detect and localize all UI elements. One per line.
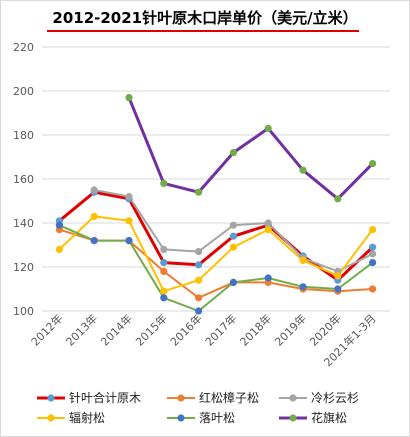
data-point-series-5 [334,195,342,203]
data-point-series-3 [55,245,64,253]
data-point-series-4 [125,237,133,245]
legend-label: 红松樟子松 [199,391,260,405]
data-point-series-4 [90,237,98,245]
legend-swatch [279,413,307,422]
data-point-series-1 [160,267,168,275]
legend-label: 辐射松 [69,411,106,425]
y-tick-label: 160 [13,173,34,186]
legend-label: 冷杉云杉 [311,391,360,405]
data-point-series-2 [90,186,98,194]
y-tick-label: 140 [13,217,34,230]
data-point-series-1 [369,285,377,293]
y-tick-label: 220 [13,41,34,54]
data-point-series-3 [264,226,272,234]
x-tick-label: 2014年 [98,311,135,348]
series-line-2 [93,189,374,273]
data-point-series-3 [195,276,203,284]
legend-label: 针叶合计原木 [69,391,142,405]
data-point-series-2 [369,250,377,258]
data-point-series-5 [299,166,307,174]
y-tick-label: 120 [13,261,34,274]
series-line-4 [58,224,374,312]
data-point-series-4 [160,294,168,302]
data-point-series-3 [334,272,342,280]
data-point-series-2 [160,245,168,253]
data-point-series-2 [125,193,133,201]
chart-legend: 针叶合计原木 红松樟子松 冷杉云杉辐射松 落叶松 花旗松 [36,389,386,426]
data-point-series-1 [195,294,203,302]
legend-swatch [37,413,65,422]
x-tick-label: 2017年 [202,311,239,348]
y-tick-label: 180 [13,129,34,142]
legend-label: 落叶松 [199,411,236,425]
legend-swatch [167,393,195,402]
y-tick-label: 200 [13,85,34,98]
legend-swatch [167,413,195,422]
data-point-series-2 [195,248,203,256]
legend-item: 落叶松 [166,409,278,426]
data-point-series-4 [369,259,377,267]
x-tick-label: 2018年 [237,311,274,348]
data-point-series-3 [369,226,377,234]
legend-item: 花旗松 [278,409,386,426]
data-point-series-3 [90,212,98,220]
x-tick-label: 2019年 [272,311,309,348]
x-tick-label: 2015年 [132,311,169,348]
legend-item: 辐射松 [36,409,166,426]
data-point-series-5 [160,179,168,187]
data-point-series-3 [160,287,168,295]
series-line-5 [127,96,375,201]
data-point-series-2 [229,221,237,229]
data-point-series-3 [125,217,133,225]
x-tick-label: 2016年 [167,311,204,348]
legend-item: 红松樟子松 [166,389,278,406]
data-point-series-5 [229,149,237,157]
legend-swatch [37,393,65,402]
data-point-series-2 [264,219,272,227]
legend-item: 针叶合计原木 [36,389,166,406]
data-point-series-0 [160,259,168,267]
y-tick-label: 100 [13,305,34,318]
data-point-series-5 [125,94,133,102]
data-point-series-4 [299,283,307,291]
data-point-series-4 [195,307,203,315]
chart-title: 2012-2021针叶原木口岸单价（美元/立米） [52,9,358,27]
data-point-series-3 [229,243,237,251]
data-point-series-4 [55,221,64,229]
data-point-series-5 [264,124,272,132]
data-point-series-4 [334,285,342,293]
data-point-series-0 [369,243,377,251]
data-point-series-5 [369,160,377,168]
data-point-series-0 [195,261,203,269]
legend-label: 花旗松 [311,411,348,425]
legend-swatch [279,393,307,402]
title-underline [47,30,359,32]
x-tick-label: 2013年 [63,311,100,348]
series-line-3 [58,215,374,293]
legend-item: 冷杉云杉 [278,389,386,406]
data-point-series-3 [299,256,307,264]
data-point-series-4 [229,278,237,286]
data-point-series-5 [195,188,203,196]
data-point-series-0 [229,232,237,240]
data-point-series-4 [264,274,272,282]
